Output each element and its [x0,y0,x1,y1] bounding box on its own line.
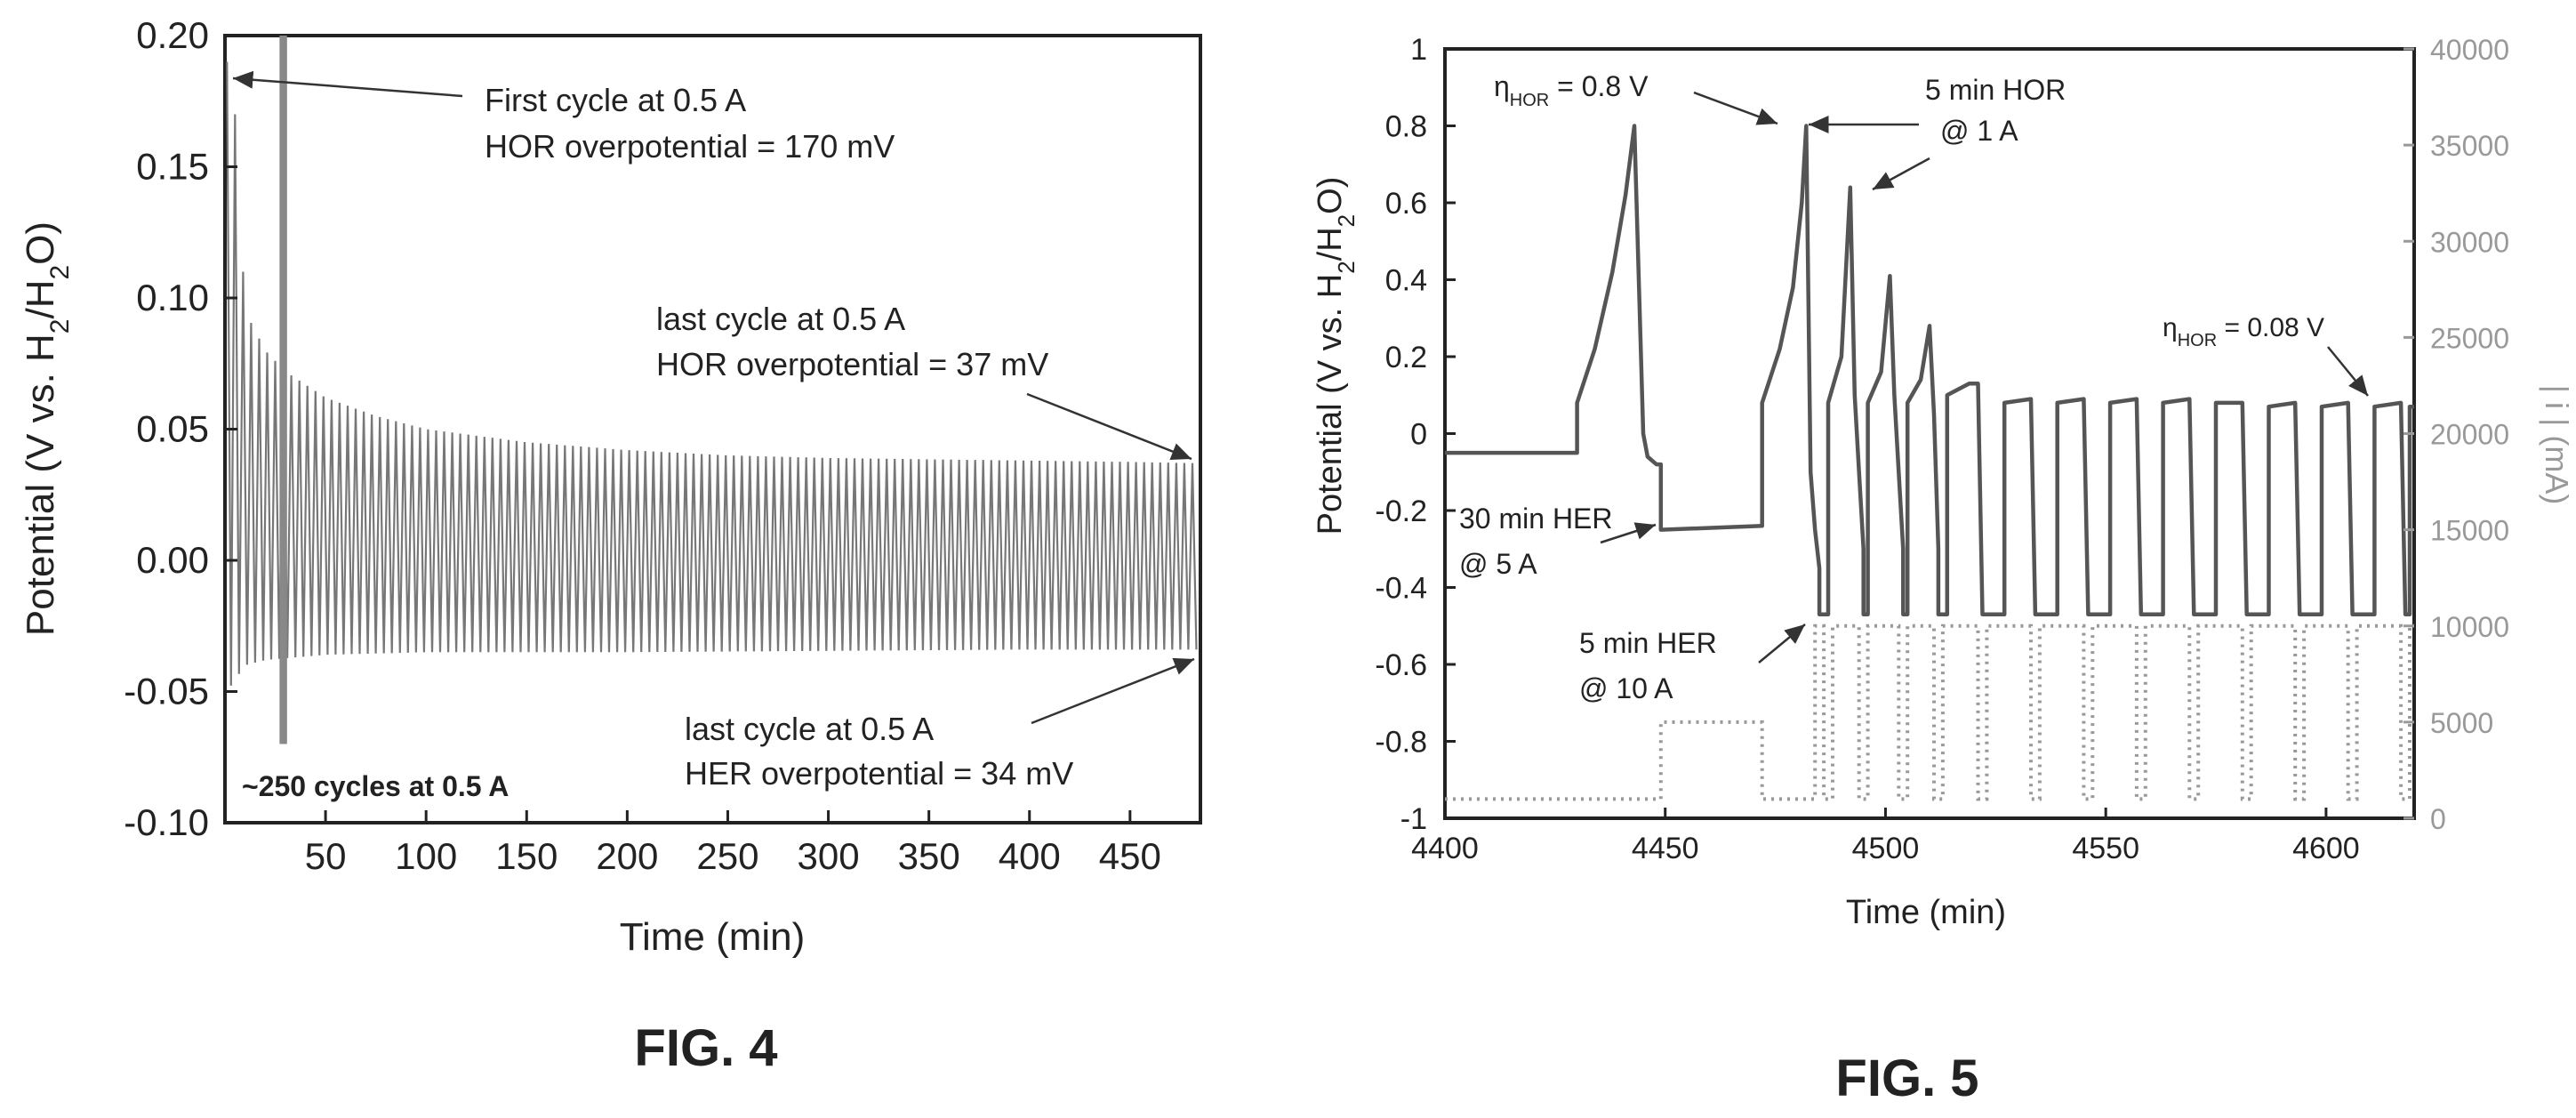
fig4-annotation-last-her-arrow [1031,657,1195,725]
fig5-annotation-hor-line2: @ 1 A [1940,115,2018,147]
fig5-annotation-eta-008-arrow [2327,346,2369,397]
fig5-y2-tick-label: 35000 [2430,130,2509,162]
fig4-annotation-last-hor-line2: HOR overpotential = 37 mV [656,346,1048,382]
fig4-annotation-first-cycle-line2: HOR overpotential = 170 mV [485,128,895,165]
fig4-caption: FIG. 4 [634,1019,777,1077]
fig5-y-tick-label: -0.8 [1375,726,1427,760]
fig5-y-tick-label: 0.6 [1385,187,1427,221]
fig5-annotation-her10-arrow [1758,623,1806,664]
fig5-y2-tick-label: 15000 [2430,515,2509,547]
fig5-annotation-her10-line2: @ 10 A [1579,672,1673,704]
fig5-y-tick-label: -0.2 [1375,495,1427,528]
fig4-y-tick-label: 0.15 [136,146,209,188]
fig4-annotation-first-cycle-arrow [232,70,463,98]
fig4-x-tick-label: 250 [696,835,758,877]
fig4-y-tick-label: 0.10 [136,277,209,318]
fig5-annotation-hor-line1: 5 min HOR [1925,74,2066,106]
fig4-chart: -0.10 -0.05 0.00 0.05 0.10 0.15 0.20 50 100 150 2… [19,14,1202,1077]
fig5-annotation-eta-008: ηHOR = 0.08 V [2163,313,2324,350]
fig4-annotation-cycles: ~250 cycles at 0.5 A [242,770,509,802]
fig5-y2-tick-label: 10000 [2430,611,2509,643]
fig4-annotation-first-cycle-line1: First cycle at 0.5 A [485,82,746,118]
fig5-y2-tick-label: 25000 [2430,322,2509,354]
fig5-potential-series [1445,124,2414,617]
fig5-y2-tick-label: 20000 [2430,419,2509,451]
fig4-oscillation-band [226,61,1198,686]
fig4-x-tick-label: 150 [495,835,558,877]
fig4-y-axis-title: Potential (V vs. H2/H2O) [19,221,75,636]
fig5-y-tick-label: -1 [1400,802,1427,836]
fig4-x-tick-label: 450 [1099,835,1161,877]
fig5-y2-tick-label: 5000 [2430,707,2493,739]
fig5-x-axis-title: Time (min) [1846,894,2006,931]
fig5-x-tick-label: 4500 [1852,832,1920,865]
fig4-spike [279,36,287,744]
fig5-caption: FIG. 5 [1835,1050,1978,1107]
fig4-y-tick-label: -0.10 [124,801,209,843]
fig4-y-tick-label: 0.05 [136,408,209,450]
fig5-annotation-hor-arrow-2 [1872,157,1930,191]
fig5-y2-tick-label: 30000 [2430,226,2509,258]
fig4-annotation-last-her-line2: HER overpotential = 34 mV [685,755,1073,792]
fig5-y-tick-label: 1 [1410,33,1427,67]
fig5-y-tick-label: 0.8 [1385,110,1427,144]
fig5-annotation-her5-line1: 30 min HER [1459,503,1613,535]
fig4-y-axis: -0.10 -0.05 0.00 0.05 0.10 0.15 0.20 [124,14,237,843]
fig4-y-tick-label: -0.05 [124,671,209,712]
fig4-potential-series [226,61,1198,686]
fig5-x-axis: 4400 4450 4500 4550 4600 [1411,808,2360,865]
fig5-x-tick-label: 4400 [1411,832,1479,865]
fig5-x-tick-label: 4550 [2072,832,2139,865]
fig4-y-tick-label: 0.00 [136,539,209,581]
fig5-y-axis-right: 0 5000 10000 15000 20000 25000 30000 35000 40000 [2403,34,2509,835]
fig5-y2-axis-title: | i | (mA) [2539,385,2575,505]
fig5-y-tick-label: -0.4 [1375,572,1427,606]
fig5-annotation-her5-line2: @ 5 A [1459,548,1537,580]
fig4-x-axis: 50 100 150 200 250 300 350 400 450 [305,810,1161,877]
fig4-annotation-last-her-line1: last cycle at 0.5 A [685,711,934,747]
fig5-annotation-her10-line1: 5 min HER [1579,627,1717,659]
fig4-y-tick-label: 0.20 [136,14,209,56]
fig5-y-tick-label: -0.6 [1375,648,1427,682]
fig5-annotation-eta-08-arrow [1693,91,1778,125]
fig5-y-tick-label: 0.2 [1385,341,1427,374]
fig4-x-tick-label: 300 [798,835,860,877]
fig4-x-tick-label: 350 [898,835,960,877]
fig4-x-axis-title: Time (min) [620,915,806,959]
fig5-y-tick-label: 0.4 [1385,264,1427,298]
fig5-y-axis-title: Potential (V vs. H2/H2O) [1312,177,1360,535]
fig5-x-tick-label: 4600 [2292,832,2360,865]
fig5-y2-tick-label: 0 [2430,803,2446,835]
fig5-y-axis-left: -1 -0.8 -0.6 -0.4 -0.2 0 0.2 0.4 0.6 0.8 1 [1375,33,1456,836]
fig5-chart: -1 -0.8 -0.6 -0.4 -0.2 0 0.2 0.4 0.6 0.8 1 0 5000 10… [1312,33,2575,1107]
fig5-y-tick-label: 0 [1410,418,1427,452]
fig5-annotation-eta-08: ηHOR = 0.8 V [1494,70,1649,110]
fig5-y2-tick-label: 40000 [2430,34,2509,66]
fig4-x-tick-label: 400 [999,835,1061,877]
fig4-annotation-last-hor-arrow [1026,392,1192,461]
fig5-annotation-her5-arrow [1600,522,1657,544]
fig4-x-tick-label: 50 [305,835,347,877]
fig5-x-tick-label: 4450 [1632,832,1699,865]
fig4-x-tick-label: 100 [395,835,457,877]
fig4-x-tick-label: 200 [596,835,658,877]
fig4-annotation-last-hor-line1: last cycle at 0.5 A [656,301,905,337]
